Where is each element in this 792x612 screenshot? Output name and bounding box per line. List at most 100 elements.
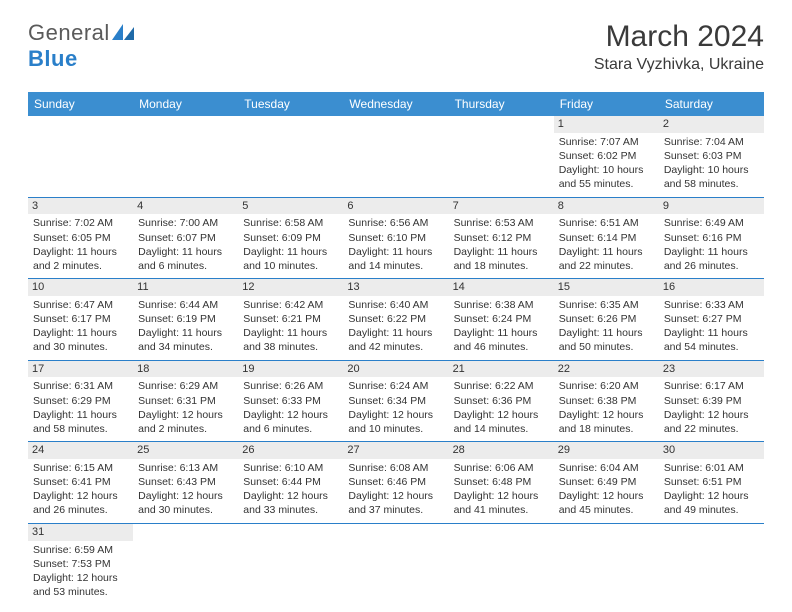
calendar-day: 10Sunrise: 6:47 AMSunset: 6:17 PMDayligh… xyxy=(28,279,133,360)
calendar-day: 30Sunrise: 6:01 AMSunset: 6:51 PMDayligh… xyxy=(659,442,764,523)
day-number: 30 xyxy=(659,442,764,459)
calendar-day: 11Sunrise: 6:44 AMSunset: 6:19 PMDayligh… xyxy=(133,279,238,360)
sunrise-text: Sunrise: 6:10 AM xyxy=(243,461,338,475)
daylight-text: Daylight: 12 hours and 37 minutes. xyxy=(348,489,443,517)
calendar-day: 7Sunrise: 6:53 AMSunset: 6:12 PMDaylight… xyxy=(449,198,554,279)
sunrise-text: Sunrise: 6:26 AM xyxy=(243,379,338,393)
daylight-text: Daylight: 11 hours and 38 minutes. xyxy=(243,326,338,354)
daylight-text: Daylight: 11 hours and 50 minutes. xyxy=(559,326,654,354)
sunset-text: Sunset: 6:10 PM xyxy=(348,231,443,245)
day-number: 2 xyxy=(659,116,764,133)
sunrise-text: Sunrise: 6:31 AM xyxy=(33,379,128,393)
sunrise-text: Sunrise: 6:20 AM xyxy=(559,379,654,393)
logo-text: GeneralBlue xyxy=(28,20,136,72)
page-header: GeneralBlue March 2024 Stara Vyzhivka, U… xyxy=(0,0,792,84)
sunrise-text: Sunrise: 6:35 AM xyxy=(559,298,654,312)
day-header: Friday xyxy=(554,92,659,116)
day-header: Sunday xyxy=(28,92,133,116)
sunrise-text: Sunrise: 6:13 AM xyxy=(138,461,233,475)
sunset-text: Sunset: 6:09 PM xyxy=(243,231,338,245)
sunrise-text: Sunrise: 6:49 AM xyxy=(664,216,759,230)
calendar-day: 26Sunrise: 6:10 AMSunset: 6:44 PMDayligh… xyxy=(238,442,343,523)
calendar-day-empty xyxy=(659,524,764,605)
daylight-text: Daylight: 12 hours and 41 minutes. xyxy=(454,489,549,517)
sunset-text: Sunset: 6:33 PM xyxy=(243,394,338,408)
day-number: 22 xyxy=(554,361,659,378)
day-number: 20 xyxy=(343,361,448,378)
calendar-day-empty xyxy=(238,524,343,605)
calendar-day-empty xyxy=(133,116,238,197)
sunrise-text: Sunrise: 6:01 AM xyxy=(664,461,759,475)
sunrise-text: Sunrise: 6:33 AM xyxy=(664,298,759,312)
calendar-day: 14Sunrise: 6:38 AMSunset: 6:24 PMDayligh… xyxy=(449,279,554,360)
sunset-text: Sunset: 6:48 PM xyxy=(454,475,549,489)
calendar-day: 20Sunrise: 6:24 AMSunset: 6:34 PMDayligh… xyxy=(343,361,448,442)
sunrise-text: Sunrise: 6:08 AM xyxy=(348,461,443,475)
day-number: 14 xyxy=(449,279,554,296)
calendar-week: 17Sunrise: 6:31 AMSunset: 6:29 PMDayligh… xyxy=(28,361,764,443)
calendar: SundayMondayTuesdayWednesdayThursdayFrid… xyxy=(28,92,764,604)
title-block: March 2024 Stara Vyzhivka, Ukraine xyxy=(594,20,764,74)
calendar-day-empty xyxy=(449,116,554,197)
logo: GeneralBlue xyxy=(28,20,136,72)
sunset-text: Sunset: 6:22 PM xyxy=(348,312,443,326)
sunset-text: Sunset: 6:03 PM xyxy=(664,149,759,163)
calendar-day-empty xyxy=(238,116,343,197)
day-number: 31 xyxy=(28,524,133,541)
daylight-text: Daylight: 11 hours and 2 minutes. xyxy=(33,245,128,273)
day-header: Saturday xyxy=(659,92,764,116)
day-number: 8 xyxy=(554,198,659,215)
calendar-day: 5Sunrise: 6:58 AMSunset: 6:09 PMDaylight… xyxy=(238,198,343,279)
daylight-text: Daylight: 11 hours and 54 minutes. xyxy=(664,326,759,354)
calendar-day: 28Sunrise: 6:06 AMSunset: 6:48 PMDayligh… xyxy=(449,442,554,523)
month-year: March 2024 xyxy=(594,20,764,54)
sunset-text: Sunset: 6:16 PM xyxy=(664,231,759,245)
sunrise-text: Sunrise: 6:15 AM xyxy=(33,461,128,475)
sunrise-text: Sunrise: 6:38 AM xyxy=(454,298,549,312)
calendar-day-empty xyxy=(343,116,448,197)
daylight-text: Daylight: 11 hours and 30 minutes. xyxy=(33,326,128,354)
day-number: 12 xyxy=(238,279,343,296)
day-header: Wednesday xyxy=(343,92,448,116)
sunrise-text: Sunrise: 6:58 AM xyxy=(243,216,338,230)
daylight-text: Daylight: 12 hours and 2 minutes. xyxy=(138,408,233,436)
day-number: 11 xyxy=(133,279,238,296)
day-number: 7 xyxy=(449,198,554,215)
sunset-text: Sunset: 6:02 PM xyxy=(559,149,654,163)
daylight-text: Daylight: 12 hours and 26 minutes. xyxy=(33,489,128,517)
calendar-day: 31Sunrise: 6:59 AMSunset: 7:53 PMDayligh… xyxy=(28,524,133,605)
sunset-text: Sunset: 6:34 PM xyxy=(348,394,443,408)
daylight-text: Daylight: 11 hours and 26 minutes. xyxy=(664,245,759,273)
sunset-text: Sunset: 6:44 PM xyxy=(243,475,338,489)
daylight-text: Daylight: 12 hours and 45 minutes. xyxy=(559,489,654,517)
day-number: 18 xyxy=(133,361,238,378)
sunset-text: Sunset: 6:12 PM xyxy=(454,231,549,245)
sunrise-text: Sunrise: 6:42 AM xyxy=(243,298,338,312)
calendar-week: 24Sunrise: 6:15 AMSunset: 6:41 PMDayligh… xyxy=(28,442,764,524)
day-number: 4 xyxy=(133,198,238,215)
daylight-text: Daylight: 11 hours and 10 minutes. xyxy=(243,245,338,273)
sunrise-text: Sunrise: 7:02 AM xyxy=(33,216,128,230)
logo-text-1: General xyxy=(28,20,110,45)
day-number: 29 xyxy=(554,442,659,459)
calendar-day: 27Sunrise: 6:08 AMSunset: 6:46 PMDayligh… xyxy=(343,442,448,523)
daylight-text: Daylight: 12 hours and 22 minutes. xyxy=(664,408,759,436)
calendar-day: 24Sunrise: 6:15 AMSunset: 6:41 PMDayligh… xyxy=(28,442,133,523)
day-header: Thursday xyxy=(449,92,554,116)
sunrise-text: Sunrise: 6:06 AM xyxy=(454,461,549,475)
sunrise-text: Sunrise: 6:56 AM xyxy=(348,216,443,230)
calendar-day: 1Sunrise: 7:07 AMSunset: 6:02 PMDaylight… xyxy=(554,116,659,197)
daylight-text: Daylight: 12 hours and 10 minutes. xyxy=(348,408,443,436)
sunrise-text: Sunrise: 6:24 AM xyxy=(348,379,443,393)
calendar-week: 1Sunrise: 7:07 AMSunset: 6:02 PMDaylight… xyxy=(28,116,764,198)
daylight-text: Daylight: 11 hours and 14 minutes. xyxy=(348,245,443,273)
day-number: 9 xyxy=(659,198,764,215)
daylight-text: Daylight: 12 hours and 53 minutes. xyxy=(33,571,128,599)
daylight-text: Daylight: 12 hours and 49 minutes. xyxy=(664,489,759,517)
day-number: 1 xyxy=(554,116,659,133)
calendar-day: 8Sunrise: 6:51 AMSunset: 6:14 PMDaylight… xyxy=(554,198,659,279)
calendar-day: 22Sunrise: 6:20 AMSunset: 6:38 PMDayligh… xyxy=(554,361,659,442)
logo-text-2: Blue xyxy=(28,46,78,71)
calendar-day: 16Sunrise: 6:33 AMSunset: 6:27 PMDayligh… xyxy=(659,279,764,360)
sunset-text: Sunset: 6:21 PM xyxy=(243,312,338,326)
